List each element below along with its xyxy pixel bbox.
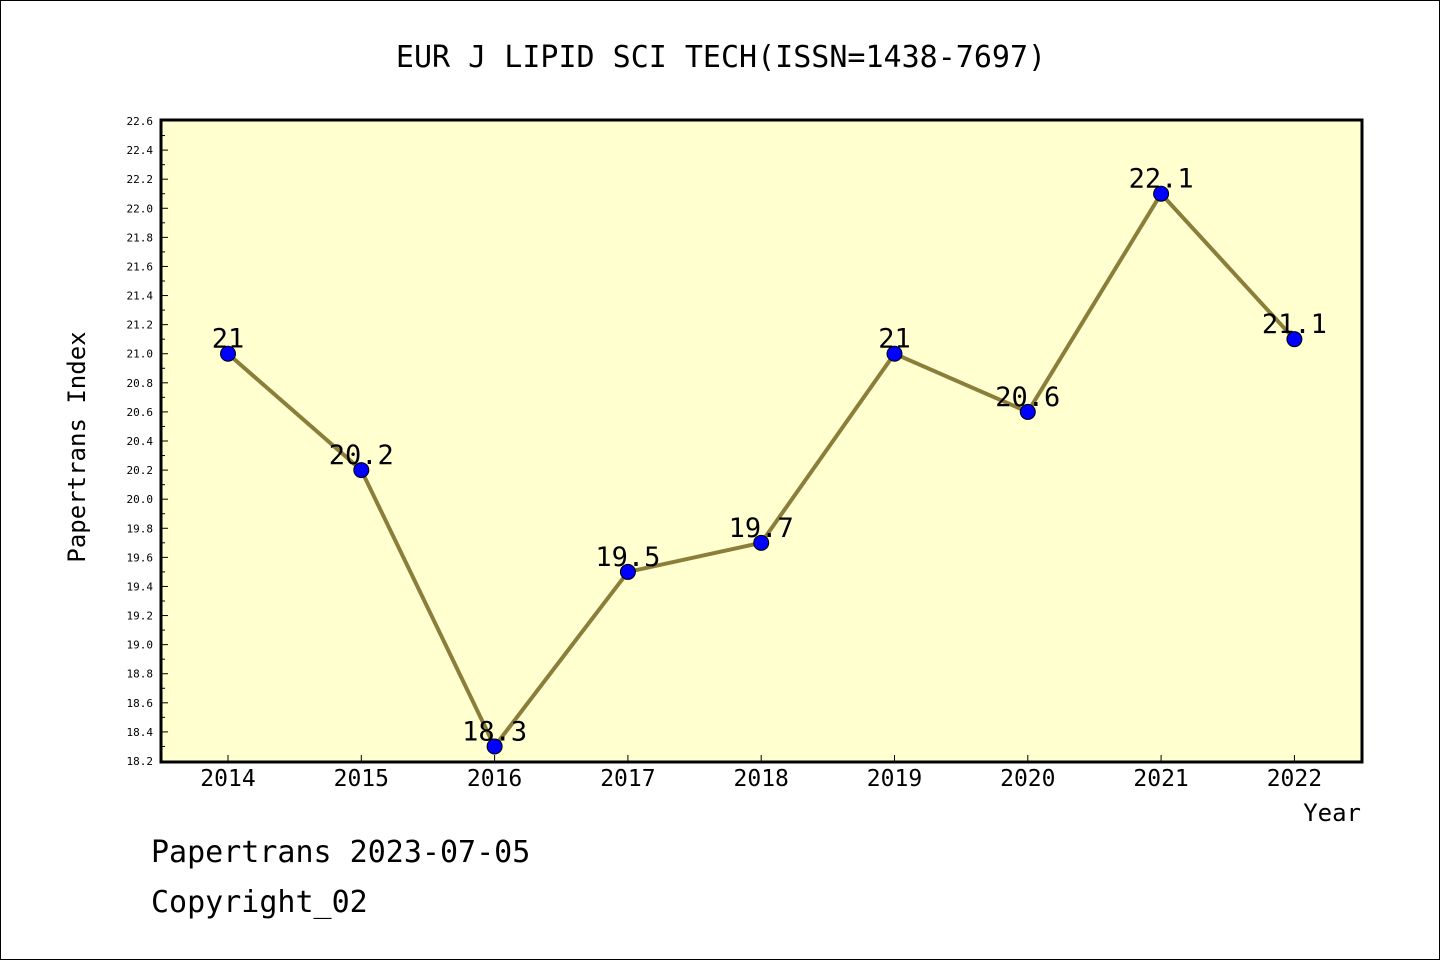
y-tick-label: 19.2 xyxy=(127,610,154,623)
y-tick-label: 18.2 xyxy=(127,755,154,768)
y-tick-label: 19.6 xyxy=(127,551,154,564)
y-tick-label: 21.4 xyxy=(127,290,154,303)
x-tick-label: 2016 xyxy=(467,766,522,792)
y-tick-label: 21.2 xyxy=(127,319,154,332)
data-point xyxy=(486,738,503,755)
y-axis-label: Papertrans Index xyxy=(63,331,91,562)
y-tick-label: 20.8 xyxy=(127,377,154,390)
footer-copyright: Copyright_02 xyxy=(151,885,368,920)
data-point xyxy=(619,563,636,580)
data-label: 18.3 xyxy=(462,716,527,747)
data-label: 19.5 xyxy=(595,542,660,573)
data-label: 21 xyxy=(878,324,911,355)
x-tick-label: 2022 xyxy=(1267,766,1322,792)
y-tick-label: 18.4 xyxy=(127,726,154,739)
y-tick-label: 20.4 xyxy=(127,435,154,448)
data-point xyxy=(886,345,903,362)
x-tick-label: 2019 xyxy=(867,766,922,792)
y-tick-label: 22.6 xyxy=(127,115,154,128)
y-tick-label: 22.4 xyxy=(127,144,154,157)
data-label: 21.1 xyxy=(1262,309,1327,340)
y-tick-label: 19.8 xyxy=(127,522,154,535)
data-point xyxy=(1286,331,1303,348)
data-label: 21 xyxy=(212,324,245,355)
y-tick-label: 22.0 xyxy=(127,202,154,215)
y-tick-label: 19.4 xyxy=(127,580,154,593)
data-label: 22.1 xyxy=(1129,164,1194,195)
y-tick-label: 20.2 xyxy=(127,464,154,477)
y-tick-label: 22.2 xyxy=(127,173,154,186)
x-tick-label: 2020 xyxy=(1000,766,1055,792)
chart-title: EUR J LIPID SCI TECH(ISSN=1438-7697) xyxy=(396,40,1046,75)
plot-area xyxy=(159,118,1364,764)
data-series: 21 20.2 18.3 19.5 19.7 21 20.6 22.1 21.1 xyxy=(212,164,1327,755)
data-label: 20.6 xyxy=(995,382,1060,413)
y-tick-label: 20.0 xyxy=(127,493,154,506)
y-tick-label: 18.8 xyxy=(127,668,154,681)
x-tick-label: 2014 xyxy=(200,766,255,792)
data-point xyxy=(1019,403,1036,420)
x-tick-label: 2015 xyxy=(334,766,389,792)
y-tick-label: 18.6 xyxy=(127,697,154,710)
data-point xyxy=(753,534,770,551)
data-point xyxy=(1153,185,1170,202)
data-label: 19.7 xyxy=(729,513,794,544)
data-point xyxy=(353,462,370,479)
y-axis-ticks: 18.2 18.4 18.6 18.8 19.0 19.2 19.4 19.6 19.8 20.0… xyxy=(127,115,168,768)
x-axis-ticks: 2014 2015 2016 2017 2018 2019 2020 2021 2022 xyxy=(200,755,1322,792)
x-tick-label: 2021 xyxy=(1133,766,1188,792)
y-tick-label: 21.8 xyxy=(127,231,154,244)
x-axis-label: Year xyxy=(1303,799,1361,827)
data-point xyxy=(220,345,236,362)
x-tick-label: 2017 xyxy=(600,766,655,792)
y-tick-label: 21.0 xyxy=(127,348,154,361)
y-tick-label: 21.6 xyxy=(127,260,154,273)
y-tick-label: 20.6 xyxy=(127,406,154,419)
footer-date: Papertrans 2023-07-05 xyxy=(151,835,531,870)
data-label: 20.2 xyxy=(329,440,394,471)
x-tick-label: 2018 xyxy=(734,766,789,792)
y-tick-label: 19.0 xyxy=(127,639,154,652)
